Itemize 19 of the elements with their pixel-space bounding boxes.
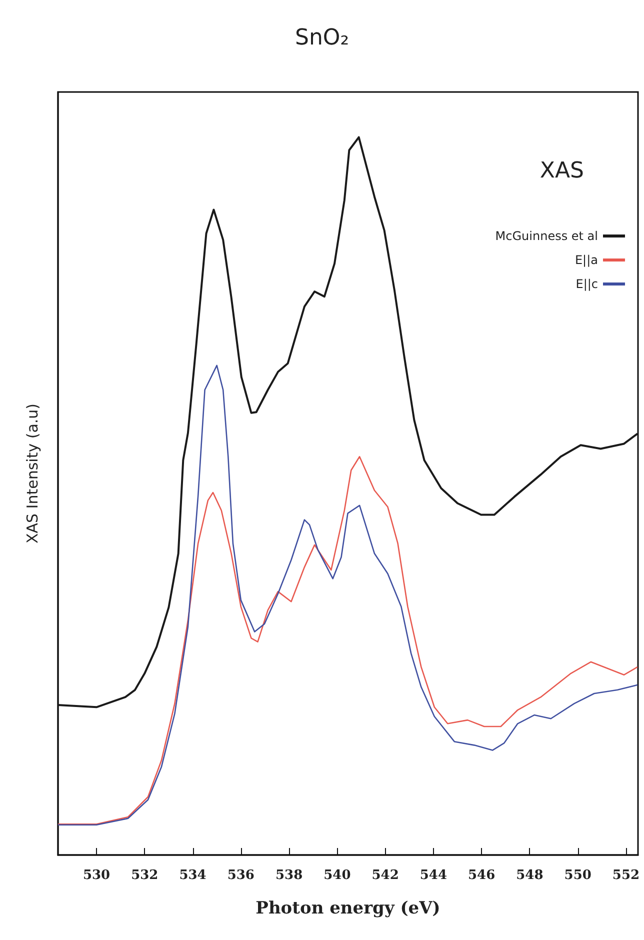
annotation: XAS (540, 158, 584, 184)
x-tick-label: 540 (324, 868, 351, 883)
legend-label: E||c (576, 277, 598, 291)
x-tick-label: 534 (179, 868, 206, 883)
x-tick-label: 542 (372, 868, 399, 883)
legend-label: McGuinness et al (495, 229, 598, 243)
chart-title: SnO₂ (294, 26, 350, 50)
x-tick-label: 536 (227, 868, 254, 883)
x-tick-label: 552 (612, 868, 640, 883)
x-axis-title: Photon energy (eV) (256, 898, 440, 918)
x-tick-label: 538 (275, 868, 303, 883)
x-tick-label: 546 (468, 868, 496, 883)
x-tick-label: 550 (564, 868, 592, 883)
x-tick-label: 532 (131, 868, 158, 883)
y-axis-title: XAS Intensity (a.u) (24, 403, 42, 544)
x-tick-label: 544 (420, 868, 448, 883)
x-tick-label: 530 (82, 868, 110, 883)
legend-label: E||a (574, 253, 598, 267)
x-tick-label: 548 (516, 868, 544, 883)
